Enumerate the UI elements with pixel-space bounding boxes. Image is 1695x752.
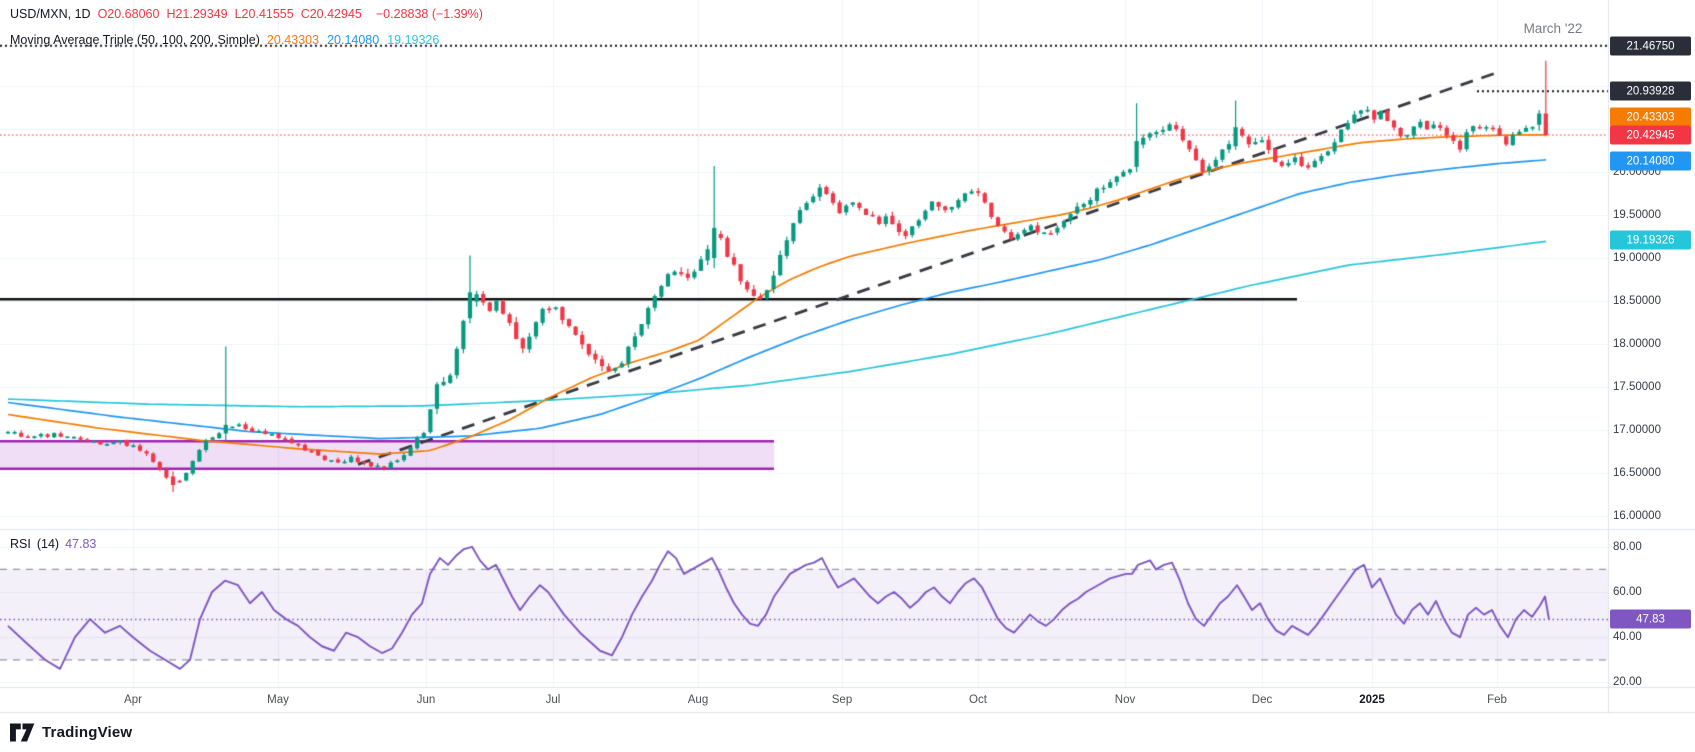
time-axis-label-may: May [267,694,289,706]
symbol-title: USD/MXN, 1D [10,7,91,21]
time-axis[interactable]: Apr May Jun Jul Aug Sep Oct Nov Dec 2025 Feb [0,687,1695,713]
price-axis-label: 19.50000 [1613,209,1661,221]
time-axis-label-nov: Nov [1114,694,1136,706]
price-badge: 47.83 [1610,609,1691,629]
ohlc-item-l: L20.41555 [234,7,294,21]
rsi-legend-row[interactable]: RSI (14) 47.83 [10,537,96,551]
price-axis-label: 17.50000 [1613,381,1661,393]
price-badge: 20.43303 [1610,107,1691,127]
ohlc-values: O20.68060 H21.29349 L20.41555 C20.42945 [98,7,369,21]
rsi-axis-label: 60.00 [1613,586,1642,598]
ohlc-item-h: H21.29349 [166,7,228,21]
price-badge: 20.14080 [1610,151,1691,171]
rsi-current-value: 47.83 [65,537,97,551]
rsi-axis-label: 20.00 [1613,676,1642,689]
rsi-title: RSI [10,537,31,551]
time-axis-label-dec: Dec [1251,694,1273,706]
ma-indicator-legend-row[interactable]: Moving Average Triple (50, 100, 200, Sim… [10,33,447,47]
time-axis-label-2025: 2025 [1359,694,1385,706]
chart-note-label: March '22 [1523,21,1583,36]
tradingview-logo-text: TradingView [42,724,133,741]
rsi-axis-label: 40.00 [1613,631,1642,644]
price-axis-label: 18.50000 [1613,295,1661,307]
price-axis-label: 16.00000 [1613,510,1661,522]
ma-value-2: 19.19326 [387,33,440,47]
price-axis-label: 16.50000 [1613,467,1661,479]
price-axis-label: 17.00000 [1613,424,1661,436]
time-axis-label-jun: Jun [416,694,436,706]
time-axis-label-sep: Sep [831,694,853,706]
time-axis-label-apr: Apr [124,694,142,706]
ohlc-item-o: O20.68060 [97,7,160,21]
price-axis[interactable]: 20.00000 19.50000 19.00000 18.50000 18.00000… [1608,0,1695,689]
ohlc-item-c: C20.42945 [300,7,362,21]
price-axis-label: 18.00000 [1613,338,1661,350]
rsi-params: (14) [36,537,60,551]
time-axis-label-aug: Aug [687,694,709,706]
ma-value-1: 20.14080 [327,33,380,47]
price-badge: 19.19326 [1610,230,1691,250]
time-axis-label-feb: Feb [1487,694,1507,706]
price-badge: 21.46750 [1610,36,1691,56]
price-axis-label: 19.00000 [1613,252,1661,264]
time-axis-label-oct: Oct [969,694,987,706]
tradingview-logo[interactable]: TradingView [10,722,132,743]
price-badge: 20.42945 [1610,125,1691,145]
price-badge: 20.93928 [1610,81,1691,101]
tradingview-logo-icon [10,722,35,743]
change-value: −0.28838 (−1.39%) [375,7,483,21]
ma-value-0: 20.43303 [266,33,320,47]
ma-indicator-title: Moving Average Triple (50, 100, 200, Sim… [10,33,260,47]
time-axis-label-jul: Jul [545,694,561,706]
symbol-legend-row[interactable]: USD/MXN, 1D O20.68060 H21.29349 L20.41555 C… [10,7,483,21]
rsi-axis-label: 80.00 [1613,540,1642,553]
ma-values: 20.43303 20.14080 19.19326 [267,33,447,47]
